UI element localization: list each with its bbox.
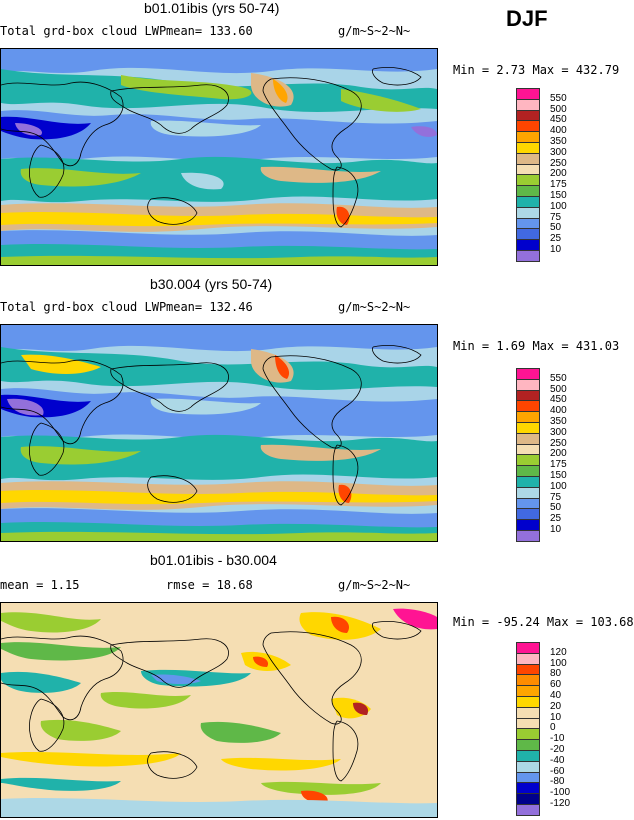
- panel-2-units-label: g/m~S~2~N~: [338, 300, 411, 314]
- colorbar-level-label: 250: [550, 157, 567, 169]
- colorbar-level-label: 25: [550, 233, 562, 245]
- colorbar-level-label: -20: [550, 744, 565, 755]
- colorbar-level-label: 300: [550, 146, 567, 158]
- colorbar-swatch: [516, 804, 540, 816]
- colorbar-level-label: 75: [550, 491, 562, 503]
- colorbar-level-label: 75: [550, 211, 562, 223]
- colorbar-level-label: 10: [550, 711, 562, 723]
- panel-2-variable-label: Total grd-box cloud LWP: [0, 300, 167, 314]
- colorbar-level-label: 10: [550, 524, 562, 535]
- panel-1-mean-label: mean= 133.60: [166, 24, 253, 38]
- colorbar-level-label: -40: [550, 754, 565, 766]
- panel-3-contour-field: [1, 603, 437, 817]
- panel-3-rmse-label: rmse = 18.68: [166, 578, 253, 592]
- colorbar-level-label: 100: [550, 657, 567, 669]
- colorbar-level-label: 550: [550, 92, 567, 104]
- colorbar-level-label: 10: [550, 244, 562, 255]
- colorbar-level-label: 200: [550, 448, 567, 460]
- colorbar-level-label: 350: [550, 416, 567, 427]
- panel-2-range-label: Min = 1.69 Max = 431.03: [453, 339, 620, 353]
- colorbar-level-label: 500: [550, 103, 567, 115]
- colorbar-level-label: 120: [550, 646, 567, 658]
- colorbar-level-label: -10: [550, 733, 565, 745]
- colorbar-level-label: 175: [550, 179, 567, 191]
- colorbar-level-label: -100: [550, 787, 571, 799]
- panel-1-map: [0, 48, 438, 266]
- panel-3-range-label: Min = -95.24 Max = 103.68: [453, 615, 634, 629]
- panel-1-colorbar: 550 500 450 400 350 300 250 200 175 150 100 75 50 25 1…: [516, 88, 567, 262]
- colorbar-level-label: 150: [550, 470, 567, 481]
- colorbar-level-label: 80: [550, 668, 562, 680]
- panel-1-title: b01.01ibis (yrs 50-74): [144, 0, 280, 16]
- colorbar-level-label: 350: [550, 136, 567, 147]
- panel-2-mean-label: mean= 132.46: [166, 300, 253, 314]
- panel-1-variable-label: Total grd-box cloud LWP: [0, 24, 167, 38]
- panel-2-contour-field: [1, 325, 437, 541]
- panel-3-title: b01.01ibis - b30.004: [150, 552, 277, 568]
- colorbar-level-label: 40: [550, 690, 562, 701]
- colorbar-level-label: -60: [550, 765, 565, 777]
- colorbar-level-label: 20: [550, 700, 562, 712]
- panel-3-colorbar: 120 100 80 60 40 20 10 0 -10 -20 -40 -60 -80 -100 -120: [516, 642, 570, 816]
- colorbar-level-label: 25: [550, 513, 562, 525]
- colorbar-level-label: 100: [550, 200, 567, 212]
- panel-1-units-label: g/m~S~2~N~: [338, 24, 411, 38]
- panel-3-map: [0, 602, 438, 818]
- colorbar-level-label: 50: [550, 222, 562, 234]
- colorbar-level-label: 450: [550, 114, 567, 126]
- panel-3-units-label: g/m~S~2~N~: [338, 578, 411, 592]
- colorbar-level-label: 175: [550, 459, 567, 471]
- panel-2-title: b30.004 (yrs 50-74): [150, 276, 273, 292]
- colorbar-level-label: 400: [550, 405, 567, 417]
- colorbar-level-label: 550: [550, 372, 567, 384]
- colorbar-level-label: 250: [550, 437, 567, 449]
- panel-3-mean-label: mean = 1.15: [0, 578, 80, 592]
- colorbar-level-label: 50: [550, 502, 562, 514]
- colorbar-level-label: 0: [550, 722, 556, 734]
- colorbar-swatch: [516, 530, 540, 542]
- colorbar-swatch: [516, 250, 540, 262]
- colorbar-level-label: 200: [550, 168, 567, 180]
- panel-1-contour-field: [1, 49, 437, 265]
- colorbar-level-label: 400: [550, 125, 567, 137]
- colorbar-level-label: 100: [550, 480, 567, 492]
- panel-1-range-label: Min = 2.73 Max = 432.79: [453, 63, 620, 77]
- colorbar-level-label: 450: [550, 394, 567, 406]
- colorbar-level-label: -80: [550, 776, 565, 788]
- colorbar-level-label: 500: [550, 383, 567, 395]
- colorbar-level-label: -120: [550, 798, 571, 809]
- panel-2-colorbar: 550 500 450 400 350 300 250 200 175 150 100 75 50 25 1…: [516, 368, 567, 542]
- colorbar-level-label: 60: [550, 679, 562, 691]
- colorbar-level-label: 150: [550, 190, 567, 201]
- season-label: DJF: [506, 6, 548, 31]
- colorbar-level-label: 300: [550, 426, 567, 438]
- panel-2-map: [0, 324, 438, 542]
